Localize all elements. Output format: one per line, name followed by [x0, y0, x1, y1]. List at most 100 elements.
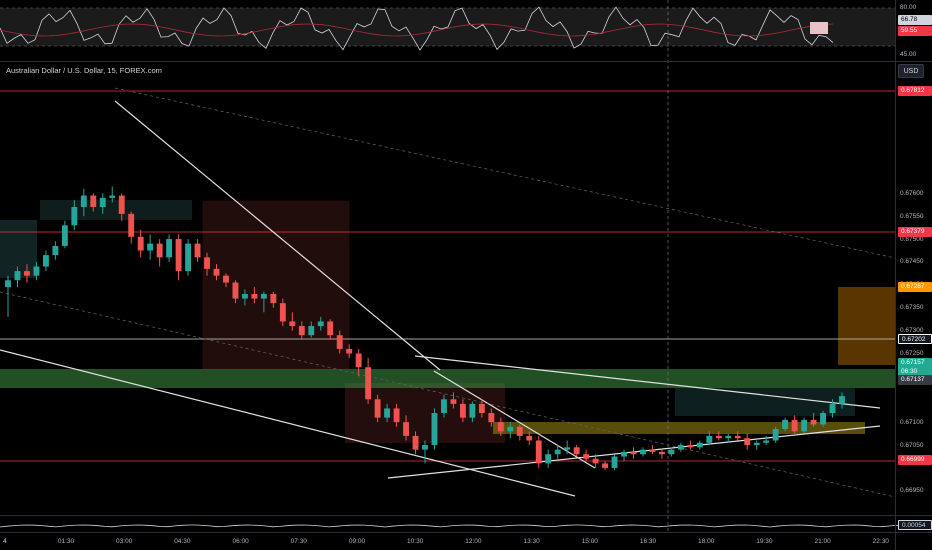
candle-body — [573, 447, 580, 455]
price-tag-value: 0.67287 — [901, 283, 925, 290]
price-axis-label: 0.66950 — [900, 487, 924, 495]
candle-body — [687, 445, 694, 448]
candle-body — [706, 435, 713, 443]
time-axis-label: 04:30 — [174, 538, 191, 545]
candle-body — [317, 321, 324, 327]
price-tag: 0.67812 — [898, 86, 932, 96]
candle-body — [71, 207, 78, 226]
time-axis-label: 15:00 — [581, 538, 598, 545]
price-tag: 0.67157 06:30 — [898, 358, 932, 376]
candle-body — [734, 435, 741, 439]
candle-body — [194, 243, 201, 258]
candle-body — [52, 245, 59, 256]
time-axis-label: 16:30 — [639, 538, 657, 545]
candle-body — [109, 195, 116, 198]
candle-body — [166, 239, 173, 258]
candle-body — [147, 243, 154, 251]
candle-body — [820, 413, 826, 425]
candle-body — [355, 353, 362, 368]
candle-body — [744, 438, 751, 446]
price-axis-label: 0.67550 — [900, 212, 924, 220]
candle-body — [507, 426, 514, 432]
candle-body — [5, 280, 11, 288]
supply-box-small — [345, 383, 505, 443]
candle-body — [336, 335, 343, 349]
candle-body — [61, 225, 68, 246]
trendline-0 — [114, 100, 441, 371]
price-axis-border — [895, 0, 896, 550]
time-axis-label: 19:30 — [756, 538, 773, 545]
price-tag-value: 0.67202 — [902, 336, 926, 343]
oscillator-value-tag: 66.78 — [898, 15, 932, 25]
candle-body — [469, 403, 476, 418]
candle-body — [99, 197, 106, 208]
candle-body — [308, 326, 315, 336]
candle-body — [772, 429, 779, 441]
candle-body — [668, 449, 675, 455]
candle-body — [90, 195, 97, 208]
time-axis-label: 07:30 — [290, 538, 307, 545]
price-axis-label: 0.67100 — [900, 418, 924, 426]
price-axis-label: 0.67500 — [900, 235, 924, 243]
time-axis-label: 22:30 — [872, 538, 889, 545]
currency-button[interactable]: USD — [898, 64, 924, 78]
candle-body — [839, 396, 845, 404]
candle-body — [24, 271, 30, 276]
price-tag: 0.67137 — [898, 375, 932, 385]
time-axis-label: 13:30 — [523, 538, 540, 545]
price-tag-countdown: 06:30 — [901, 368, 918, 375]
candle-body — [327, 321, 334, 336]
candle-body — [526, 435, 533, 441]
candle-body — [488, 413, 495, 423]
demand-zone-left — [0, 220, 37, 278]
candle-body — [33, 266, 40, 276]
oscillator-level-label: 80.00 — [900, 4, 917, 11]
candle-body — [80, 195, 87, 208]
candle-body — [241, 294, 248, 299]
pane-separator-bottom[interactable] — [0, 515, 932, 516]
price-tag-value: 0.67379 — [901, 228, 925, 235]
candle-body — [260, 294, 267, 299]
candle-body — [602, 463, 609, 468]
candle-body — [185, 243, 192, 272]
candle-body — [441, 399, 447, 414]
consolidation-zone — [493, 422, 865, 434]
candle-body — [232, 282, 239, 299]
oscillator-lines — [0, 6, 834, 51]
price-tag-value: 0.67137 — [901, 376, 925, 383]
candle-body — [545, 454, 552, 464]
candle-body — [583, 454, 590, 459]
candle-body — [14, 271, 21, 281]
price-axis-label: 0.67300 — [900, 327, 924, 335]
symbol-title[interactable]: Australian Dollar / U.S. Dollar, 15, FOR… — [6, 66, 162, 75]
pane-separator-top[interactable] — [0, 61, 932, 62]
candle-body — [298, 326, 305, 336]
oscillator-signal-line — [0, 23, 834, 37]
candle-body — [810, 419, 817, 425]
candle-body — [346, 348, 353, 354]
supply-box-large — [202, 200, 350, 370]
time-axis-label: 06:00 — [232, 538, 249, 545]
candle-body — [715, 435, 722, 439]
trendline-2 — [414, 355, 881, 409]
target-zone — [838, 287, 895, 365]
candle-body — [403, 422, 409, 436]
oscillator-marker — [810, 22, 828, 34]
candle-body — [649, 449, 656, 452]
price-tag: 0.67202 — [898, 334, 932, 344]
candle-body — [156, 243, 163, 258]
candle-body — [223, 275, 229, 283]
price-axis-label: 0.67350 — [900, 304, 924, 312]
candle-body — [725, 435, 732, 439]
candle-body — [118, 195, 125, 214]
price-tag: 0.66999 — [898, 455, 932, 465]
demand-zone-mid — [40, 200, 192, 220]
price-tag-value: 0.67812 — [901, 87, 925, 94]
candle-body — [128, 213, 135, 237]
candle-body — [374, 399, 381, 418]
candle-body — [422, 445, 428, 450]
time-axis-label: 10:30 — [407, 538, 424, 545]
trendline-1 — [0, 349, 576, 497]
candle-body — [289, 321, 296, 327]
